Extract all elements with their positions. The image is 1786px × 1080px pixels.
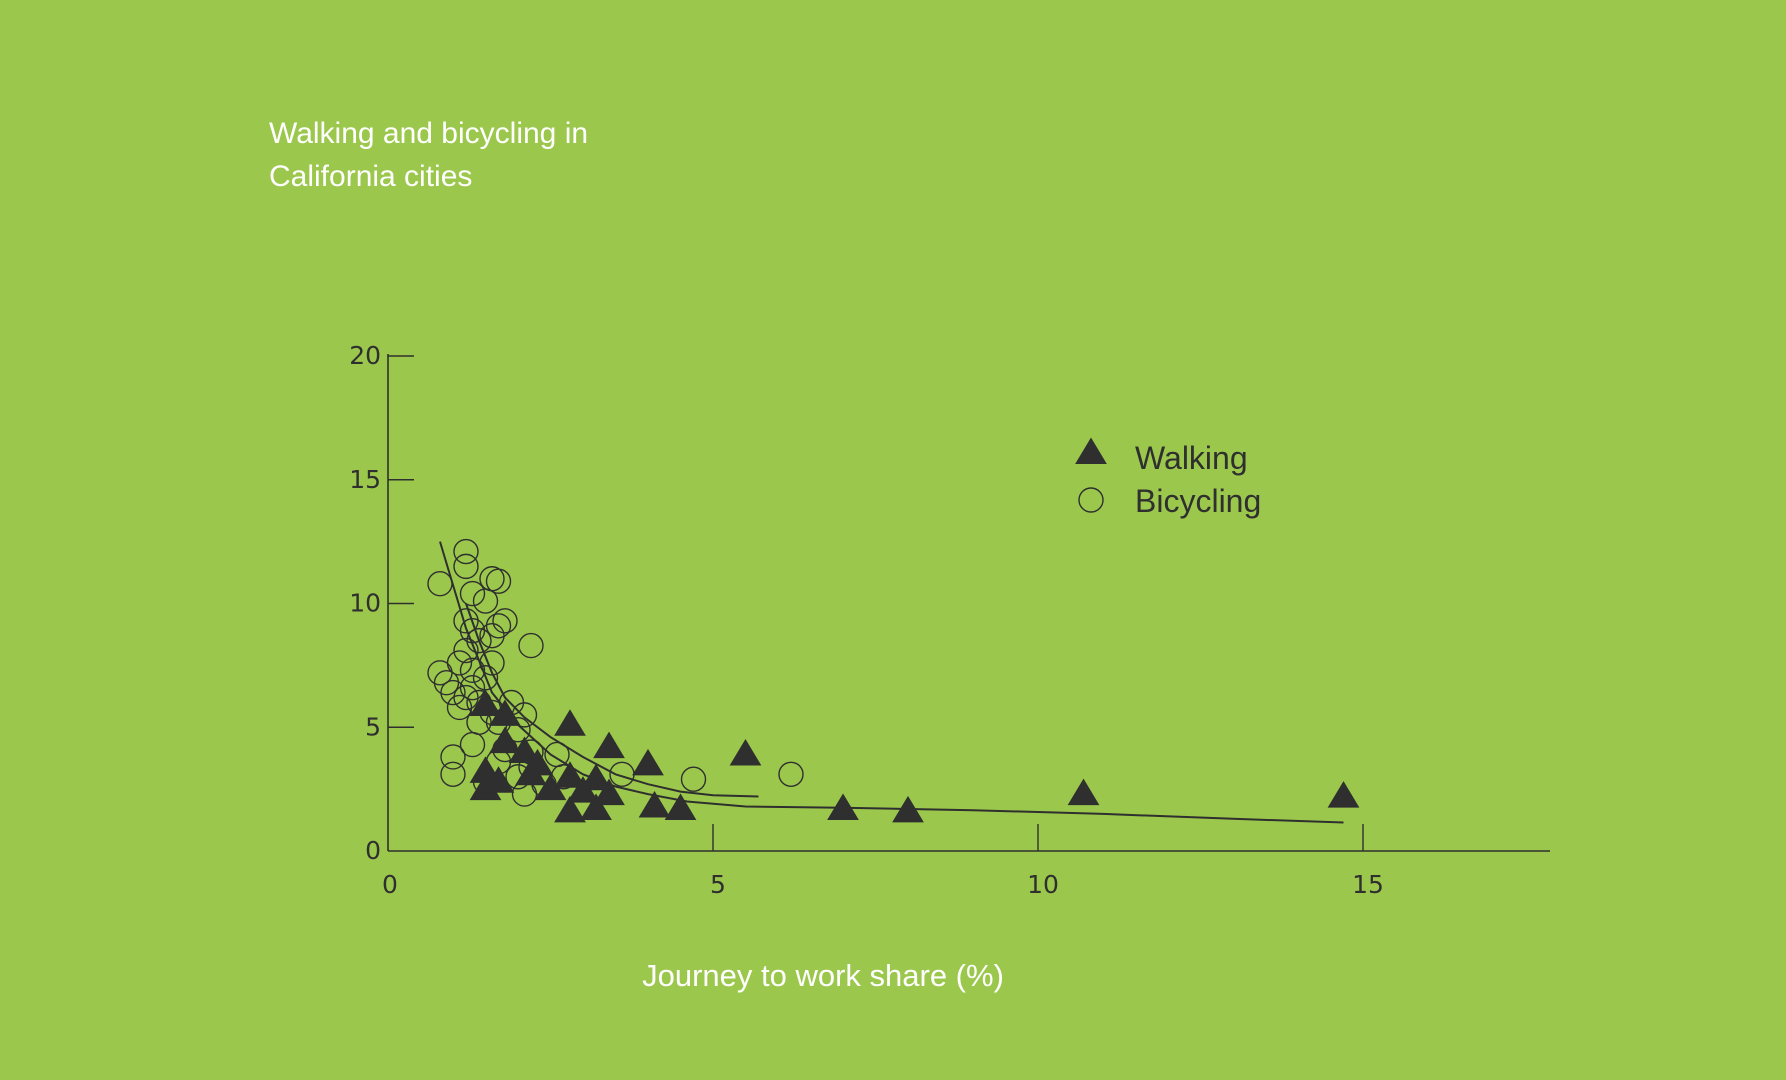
y-tick-label: 0 bbox=[365, 836, 381, 865]
bicycling-point bbox=[453, 637, 479, 664]
bicycling-point bbox=[459, 580, 486, 607]
walking-point bbox=[827, 793, 859, 820]
x-tick-label: 5 bbox=[710, 870, 726, 899]
walking-point bbox=[482, 766, 515, 793]
walking-point bbox=[1327, 781, 1360, 808]
legend-label-walking: Walking bbox=[1135, 440, 1248, 476]
bicycling-point bbox=[440, 679, 466, 706]
walking-point bbox=[469, 689, 502, 717]
y-tick-label: 5 bbox=[365, 712, 381, 741]
bicycling-point bbox=[511, 781, 538, 807]
bicycling-point bbox=[459, 674, 486, 701]
chart-title: Walking and bicycling in California citi… bbox=[269, 112, 588, 198]
axes: 0 5 10 15 20 0 5 10 15 bbox=[349, 341, 1550, 899]
walking-point bbox=[593, 778, 625, 806]
legend: Walking Bicycling bbox=[1075, 437, 1261, 519]
bicycling-point bbox=[492, 608, 518, 634]
legend-label-bicycling: Bicycling bbox=[1135, 483, 1261, 519]
bicycling-point bbox=[459, 618, 486, 644]
bicycling-point bbox=[427, 660, 453, 686]
bicycling-point bbox=[453, 538, 479, 565]
y-tick-label: 20 bbox=[349, 341, 381, 370]
x-axis-label: Journey to work share (%) bbox=[642, 958, 1004, 993]
bicycling-point bbox=[433, 670, 460, 696]
walking-point bbox=[508, 736, 541, 764]
y-tick-label: 15 bbox=[349, 465, 381, 494]
data-points bbox=[427, 538, 1360, 823]
walking-point bbox=[638, 790, 671, 818]
x-tick-label: 10 bbox=[1027, 870, 1059, 899]
bicycling-point bbox=[479, 622, 505, 649]
walking-point bbox=[489, 699, 521, 726]
walking-point bbox=[580, 763, 612, 791]
bicycling-point bbox=[453, 608, 479, 634]
bicycling-point bbox=[485, 568, 512, 594]
bicycling-point bbox=[459, 657, 486, 684]
bicycling-point bbox=[427, 571, 453, 597]
bicycling-point bbox=[440, 744, 466, 770]
walking-point bbox=[632, 748, 664, 776]
bicycling-point bbox=[446, 694, 473, 721]
chart-title-line-1: Walking and bicycling in bbox=[269, 117, 589, 150]
walking-point bbox=[892, 795, 924, 823]
walking-point bbox=[1067, 778, 1100, 806]
bicycling-point bbox=[778, 761, 804, 787]
bicycling-point bbox=[472, 588, 499, 614]
walking-point bbox=[515, 758, 547, 786]
bicycling-point bbox=[544, 741, 570, 768]
bicycling-point bbox=[440, 761, 466, 787]
walking-point bbox=[554, 761, 586, 788]
walking-point bbox=[554, 709, 586, 736]
legend-walking-marker bbox=[1075, 437, 1107, 465]
walking-point bbox=[593, 731, 625, 759]
x-tick-label: 15 bbox=[1352, 870, 1384, 899]
x-tick-label: 0 bbox=[382, 870, 398, 899]
bicycling-point bbox=[680, 766, 707, 792]
bicycling-point bbox=[466, 627, 492, 654]
walking-point bbox=[489, 726, 521, 754]
chart-title-line-2: California cities bbox=[269, 160, 473, 193]
bicycling-point bbox=[453, 684, 479, 711]
bicycling-point bbox=[485, 613, 512, 639]
y-tick-label: 10 bbox=[349, 589, 381, 618]
bicycling-point bbox=[459, 731, 486, 758]
walking-point bbox=[580, 793, 612, 820]
legend-bicycling-marker bbox=[1078, 487, 1104, 513]
walking-point bbox=[729, 738, 762, 766]
bicycling-point bbox=[453, 553, 479, 580]
bicycling-point bbox=[518, 632, 544, 659]
bicycling-point bbox=[479, 650, 505, 676]
walking-point bbox=[554, 795, 586, 823]
walking-point bbox=[664, 793, 697, 820]
